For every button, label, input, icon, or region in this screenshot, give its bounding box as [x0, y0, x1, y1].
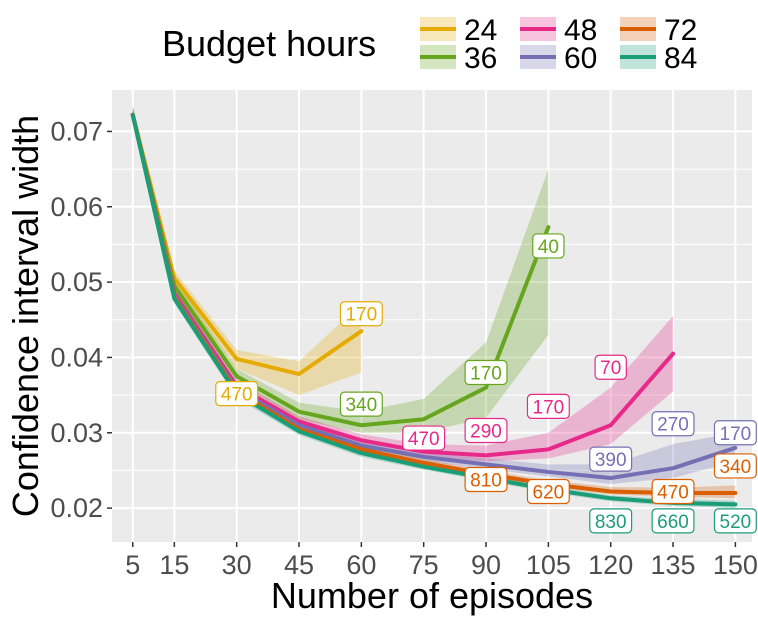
data-label-text: 470 [657, 483, 689, 504]
data-label-box [651, 478, 695, 505]
data-label-box [532, 233, 565, 259]
data-label-box [589, 508, 633, 534]
data-label-text: 620 [533, 483, 565, 504]
data-label-box [215, 380, 259, 407]
x-tick-label: 90 [471, 550, 501, 580]
data-label-box [651, 411, 695, 437]
x-tick-label: 5 [125, 550, 140, 580]
x-tick-label: 135 [651, 550, 696, 580]
data-label-48-470: 470 [402, 425, 446, 451]
data-label-60-270: 270 [651, 411, 695, 437]
x-tick-label: 120 [588, 550, 633, 580]
data-label-text: 340 [345, 395, 377, 416]
data-label-box [589, 446, 633, 472]
legend-entry-label: 84 [664, 42, 697, 75]
data-label-box [713, 508, 757, 534]
data-label-text: 390 [595, 450, 627, 471]
data-label-84-660: 660 [651, 508, 695, 534]
data-label-box [402, 425, 446, 451]
data-label-box [526, 393, 570, 419]
y-tick-label: 0.05 [50, 267, 103, 297]
confidence-ribbons [132, 105, 736, 509]
line-series-84 [130, 112, 738, 507]
data-label-box [339, 391, 383, 417]
data-label-72-810: 810 [464, 466, 508, 493]
data-label-text: 170 [533, 397, 565, 418]
x-axis-ticks: 5 15 30 45 60 75 90 105 120 135 150 [125, 542, 758, 580]
ribbon-series-48 [132, 107, 674, 462]
x-tick-label: 75 [409, 550, 439, 580]
data-label-text: 520 [720, 512, 752, 533]
data-label-text: 470 [408, 429, 440, 450]
data-label-60-170: 170 [713, 420, 757, 446]
data-label-text: 170 [720, 424, 752, 445]
data-label-48-290: 290 [464, 417, 508, 444]
ribbon-series-60 [132, 107, 736, 484]
x-tick-label: 60 [346, 550, 376, 580]
y-axis-title: Confidence interval width [5, 115, 46, 517]
data-label-box [464, 417, 508, 444]
data-label-36-40: 40 [532, 233, 565, 259]
data-label-text: 40 [538, 237, 559, 258]
ribbon-series-24 [132, 105, 362, 396]
series-lines [130, 112, 738, 507]
data-label-box [651, 508, 695, 534]
legend-entry-label: 48 [564, 14, 597, 47]
y-tick-label: 0.06 [50, 192, 103, 222]
data-label-72-620: 620 [526, 478, 570, 505]
data-label-72-470: 470 [651, 478, 695, 505]
x-axis-title: Number of episodes [271, 575, 593, 616]
x-tick-label: 45 [284, 550, 314, 580]
data-label-box [713, 420, 757, 446]
y-tick-label: 0.04 [50, 342, 103, 372]
data-label-box [464, 466, 508, 493]
data-label-box [526, 478, 570, 505]
data-label-text: 830 [595, 512, 627, 533]
data-label-36-170: 170 [464, 359, 508, 386]
point-labels: 470 170 340 170 40 470 290 170 70 390 270 170 810 620… [215, 233, 757, 534]
legend-entry-label: 24 [464, 14, 497, 47]
data-label-84-830: 830 [589, 508, 633, 534]
data-label-84-520: 520 [713, 508, 757, 534]
legend-entry-label: 60 [564, 42, 597, 75]
data-label-48-170: 170 [526, 393, 570, 419]
data-label-24-470: 470 [215, 380, 259, 407]
data-label-text: 470 [221, 385, 253, 406]
data-label-text: 170 [470, 364, 502, 385]
x-tick-label: 150 [713, 550, 758, 580]
data-label-text: 810 [470, 470, 502, 491]
data-label-36-340: 340 [339, 391, 383, 417]
data-label-text: 270 [657, 415, 689, 436]
gridlines [112, 90, 752, 542]
x-tick-label: 15 [159, 550, 189, 580]
data-label-text: 290 [470, 422, 502, 443]
legend-entry-label: 36 [464, 42, 497, 75]
y-axis-ticks: 0.02 0.03 0.04 0.05 0.06 0.07 [50, 116, 112, 523]
data-label-60-390: 390 [589, 446, 633, 472]
legend-entry-label: 72 [664, 14, 697, 47]
x-tick-label: 30 [222, 550, 252, 580]
data-label-text: 170 [345, 305, 377, 326]
y-tick-label: 0.07 [50, 116, 103, 146]
data-label-text: 70 [600, 358, 621, 379]
legend-title: Budget hours [162, 23, 376, 64]
x-tick-label: 105 [526, 550, 571, 580]
line-series-36 [130, 112, 551, 428]
data-label-72-340: 340 [713, 453, 757, 479]
data-label-box [594, 354, 627, 380]
data-label-text: 660 [657, 512, 689, 533]
data-label-box [464, 359, 508, 386]
y-tick-label: 0.03 [50, 418, 103, 448]
data-label-48-70: 70 [594, 354, 627, 380]
y-tick-label: 0.02 [50, 493, 103, 523]
data-label-box [339, 301, 383, 327]
data-label-text: 340 [720, 457, 752, 478]
data-label-box [713, 453, 757, 479]
data-label-24-170: 170 [339, 301, 383, 327]
